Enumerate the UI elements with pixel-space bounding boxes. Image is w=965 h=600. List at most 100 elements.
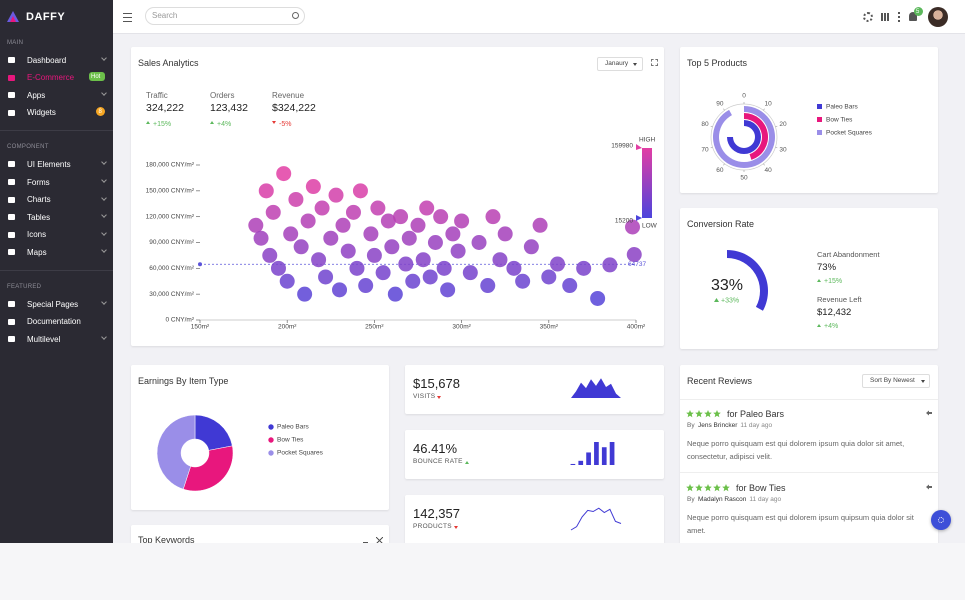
trend-arrow [210, 121, 214, 124]
stat-label: Cart Abandonment [817, 250, 880, 259]
search-box[interactable] [145, 7, 305, 25]
stat-value: $324,222 [272, 102, 316, 114]
stat-label: Orders [210, 91, 235, 100]
sidebar-section-title: MAIN [7, 40, 24, 46]
menu-item[interactable]: Forms [27, 177, 50, 187]
trend-arrow [272, 121, 276, 124]
menu-item[interactable]: Charts [27, 195, 51, 205]
trend-arrow [437, 395, 442, 399]
trend-arrow [453, 525, 458, 529]
sidebar-divider [0, 130, 113, 132]
menu-item[interactable]: Apps [27, 90, 46, 100]
menu-item[interactable]: Widgets [27, 108, 56, 118]
menu-icon [8, 231, 15, 238]
review-time: 11 day ago [740, 422, 773, 429]
close-icon[interactable] [376, 537, 383, 543]
expand-icon[interactable] [651, 59, 658, 66]
menu-icon [8, 92, 15, 99]
menu-toggle[interactable] [123, 13, 132, 22]
period-label[interactable]: Janaury [605, 60, 629, 67]
menu-item[interactable]: Maps [27, 247, 47, 257]
review-title: for Paleo Bars [727, 408, 785, 419]
card-title: Conversion Rate [687, 219, 755, 229]
sort-label[interactable]: Sort By Newest [870, 377, 915, 384]
menu-item[interactable]: Special Pages [27, 299, 79, 309]
mini-stat-label: BOUNCE RATE [413, 458, 463, 465]
divider [680, 399, 938, 400]
menu-icon [8, 318, 15, 325]
stat-change: +4% [824, 323, 839, 330]
menu-icon [8, 109, 15, 116]
card-title: Top Keywords [138, 535, 195, 544]
dropdown-caret [633, 63, 637, 66]
stat-label: Revenue [272, 91, 305, 100]
menu-icon [8, 196, 15, 203]
mini-stat-value: 46.41% [413, 441, 458, 456]
menu-item[interactable]: E-Commerce [27, 73, 75, 83]
search-placeholder[interactable]: Search [152, 11, 178, 20]
keywords-card [131, 525, 389, 543]
notification-badge [914, 7, 923, 16]
avatar[interactable] [928, 7, 948, 27]
menu-item[interactable]: Dashboard [27, 55, 67, 65]
more-icon[interactable] [898, 12, 900, 22]
apps-icon[interactable] [881, 13, 889, 21]
stat-label: Traffic [146, 91, 168, 100]
mini-stat-value: 142,357 [413, 506, 460, 521]
menu-badge-text: 8 [98, 108, 102, 115]
search-icon[interactable] [292, 12, 299, 19]
sidebar-section-title: FEATURED [7, 284, 42, 290]
menu-icon [8, 57, 15, 63]
sidebar-divider [0, 270, 113, 271]
menu-icon [8, 179, 15, 185]
divider [680, 472, 938, 473]
mini-stat-value: $15,678 [413, 376, 460, 391]
notification-count: 5 [916, 8, 920, 15]
review-title: for Bow Ties [736, 482, 786, 493]
stat-change: +15% [153, 120, 172, 128]
stat-value: 324,222 [146, 102, 184, 114]
download-icon[interactable] [363, 536, 368, 543]
menu-icon [8, 301, 15, 307]
brand: DAFFY [26, 11, 66, 23]
card-title: Sales Analytics [138, 58, 199, 68]
review-text: Neque porro quisquam est qui dolorem ips… [687, 513, 914, 535]
menu-icon [8, 249, 15, 256]
earnings-card [131, 365, 389, 510]
bounce-card [405, 430, 664, 479]
menu-item[interactable]: Icons [27, 230, 47, 240]
menu-icon [8, 74, 15, 81]
menu-item[interactable]: Documentation [27, 317, 81, 327]
trend-arrow [464, 460, 469, 464]
reviews-card [680, 365, 938, 543]
dropdown-caret [921, 380, 925, 383]
menu-item[interactable]: Multilevel [27, 334, 61, 344]
menu-badge [89, 72, 105, 82]
settings-icon[interactable] [863, 12, 873, 22]
products-card [680, 47, 938, 193]
mini-stat-label: VISITS [413, 393, 436, 400]
stat-change: +4% [217, 120, 232, 128]
card-title: Earnings By Item Type [138, 376, 229, 386]
stat-label: Revenue Left [817, 295, 862, 304]
review-text: Neque porro quisquam est qui dolorem ips… [687, 439, 905, 461]
menu-icon [8, 214, 15, 221]
period-dropdown[interactable] [597, 57, 643, 71]
mini-stat-label: PRODUCTS [413, 523, 452, 530]
card-title: Top 5 Products [687, 58, 748, 68]
menu-item[interactable]: Tables [27, 212, 51, 222]
card-title: Recent Reviews [687, 376, 753, 386]
review-by: By [687, 422, 695, 429]
menu-item[interactable]: UI Elements [27, 159, 71, 169]
review-time: 11 day ago [749, 496, 782, 503]
floating-settings-button[interactable] [931, 510, 951, 530]
sidebar [0, 0, 113, 543]
sidebar-section-title: COMPONENT [7, 144, 49, 151]
stat-value: $12,432 [817, 307, 852, 318]
review-author: Jens Brincker [698, 422, 738, 429]
bell-icon[interactable] [909, 12, 917, 21]
sort-dropdown[interactable] [862, 374, 930, 388]
app: 0 CNY/m² 30,000 CNY/m² 60,000 CNY/m² 90,000… [0, 0, 965, 543]
